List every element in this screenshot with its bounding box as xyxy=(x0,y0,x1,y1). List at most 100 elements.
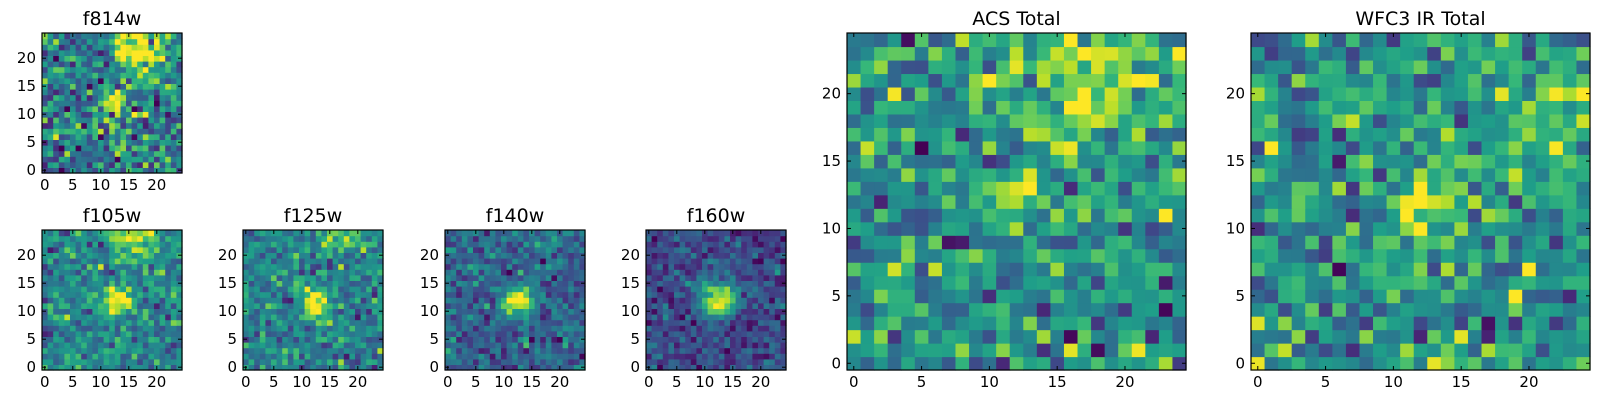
heatmap-cell xyxy=(1145,167,1160,182)
heatmap-cell xyxy=(1172,329,1187,344)
heatmap-cell xyxy=(332,353,339,360)
heatmap-cell xyxy=(321,314,328,321)
heatmap-cell xyxy=(165,83,172,90)
heatmap-cell xyxy=(461,325,468,332)
heatmap-cell xyxy=(53,263,60,270)
heatmap-cell xyxy=(142,49,149,56)
heatmap-cell xyxy=(1427,127,1442,142)
heatmap-cell xyxy=(103,156,110,163)
y-tick-label: 15 xyxy=(17,77,36,95)
heatmap-cell xyxy=(1495,262,1510,277)
heatmap-cell xyxy=(254,258,261,265)
heatmap-cell xyxy=(473,330,480,337)
heatmap-cell xyxy=(780,302,787,309)
heatmap-cell xyxy=(746,347,753,354)
heatmap-cell xyxy=(1318,275,1333,290)
heatmap-cell xyxy=(668,347,675,354)
heatmap-cell xyxy=(154,61,161,68)
heatmap-cell xyxy=(568,230,575,237)
heatmap-cell xyxy=(86,156,93,163)
heatmap-cell xyxy=(1427,181,1442,196)
heatmap-cell xyxy=(707,297,714,304)
heatmap-cell xyxy=(657,246,664,253)
heatmap-cell xyxy=(1251,235,1266,250)
heatmap-cell xyxy=(75,49,82,56)
heatmap-cell xyxy=(103,133,110,140)
heatmap-cell xyxy=(996,140,1011,155)
heatmap-cell xyxy=(1549,154,1564,169)
heatmap-cell xyxy=(774,258,781,265)
heatmap-cell xyxy=(109,274,116,281)
heatmap-cell xyxy=(98,111,105,118)
heatmap-cell xyxy=(47,280,54,287)
heatmap-cell xyxy=(1036,100,1051,115)
heatmap-cell xyxy=(103,274,110,281)
heatmap-cell xyxy=(657,297,664,304)
heatmap-cell xyxy=(551,269,558,276)
heatmap-cell xyxy=(1373,302,1388,317)
heatmap-cell xyxy=(1400,181,1415,196)
heatmap-cell xyxy=(58,342,65,349)
heatmap-cell xyxy=(114,117,121,124)
heatmap-cell xyxy=(282,258,289,265)
heatmap-cell xyxy=(176,122,183,129)
heatmap-cell xyxy=(685,330,692,337)
heatmap-cell xyxy=(103,150,110,157)
heatmap-cell xyxy=(741,297,748,304)
heatmap-cell xyxy=(92,33,99,40)
heatmap-cell xyxy=(126,269,133,276)
heatmap-cell xyxy=(92,358,99,365)
heatmap-cell xyxy=(887,343,902,358)
heatmap-cell xyxy=(874,356,889,371)
heatmap-cell xyxy=(651,330,658,337)
heatmap-cell xyxy=(1522,302,1537,317)
heatmap-cell xyxy=(847,248,862,263)
heatmap-cell xyxy=(243,297,250,304)
heatmap-cell xyxy=(1481,113,1496,128)
heatmap-cell xyxy=(98,49,105,56)
heatmap-cell xyxy=(1251,73,1266,88)
heatmap-cell xyxy=(1400,140,1415,155)
heatmap-cell xyxy=(126,297,133,304)
heatmap-cell xyxy=(758,330,765,337)
heatmap-cell xyxy=(713,302,720,309)
heatmap-cell xyxy=(534,286,541,293)
heatmap-cell xyxy=(1467,59,1483,75)
heatmap-cell xyxy=(131,133,138,140)
heatmap-cell xyxy=(735,347,742,354)
heatmap-cell xyxy=(489,291,496,298)
heatmap-cell xyxy=(120,128,127,135)
heatmap-cell xyxy=(75,38,82,45)
heatmap-cell xyxy=(450,230,457,237)
heatmap-cell xyxy=(103,353,110,360)
x-tick-label: 15 xyxy=(119,176,138,194)
heatmap-cell xyxy=(265,258,272,265)
heatmap-cell xyxy=(713,252,720,259)
heatmap-cell xyxy=(568,269,575,276)
heatmap-cell xyxy=(467,347,474,354)
heatmap-cell xyxy=(657,274,664,281)
heatmap-cell xyxy=(1373,329,1388,344)
heatmap-cell xyxy=(1413,221,1428,236)
heatmap-cell xyxy=(467,252,474,259)
heatmap-cell xyxy=(1576,248,1591,263)
heatmap-cell xyxy=(259,258,266,265)
heatmap-cell xyxy=(1467,181,1483,196)
heatmap-cell xyxy=(651,364,658,371)
heatmap-cell xyxy=(53,33,60,40)
heatmap-cell xyxy=(170,161,177,168)
heatmap-cell xyxy=(98,72,105,79)
heatmap-cell xyxy=(573,308,580,315)
heatmap-cell xyxy=(646,342,653,349)
heatmap-cell xyxy=(1104,221,1119,236)
heatmap-cell xyxy=(1427,235,1442,250)
heatmap-cell xyxy=(259,280,266,287)
heatmap-cell xyxy=(131,94,138,101)
heatmap-cell xyxy=(752,302,759,309)
heatmap-cell xyxy=(1386,46,1401,61)
heatmap-cell xyxy=(137,94,144,101)
heatmap-cell xyxy=(265,342,272,349)
heatmap-cell xyxy=(366,269,373,276)
heatmap-cell xyxy=(142,111,149,118)
heatmap-cell xyxy=(1145,33,1160,48)
